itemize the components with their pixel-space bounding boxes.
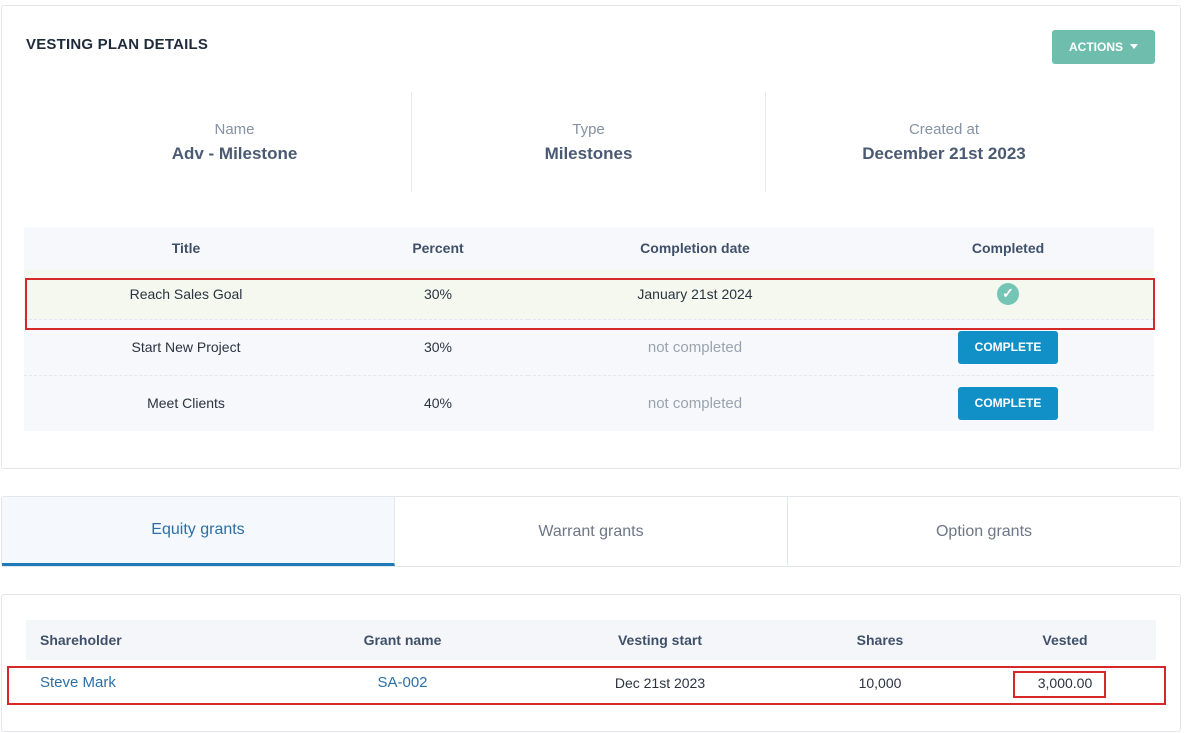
tab-equity-grants[interactable]: Equity grants [2, 497, 395, 566]
milestone-completed: COMPLETE [862, 318, 1154, 375]
table-row: Steve Mark SA-002 Dec 21st 2023 10,000 3… [26, 660, 1156, 705]
grant-name-cell: SA-002 [271, 660, 534, 705]
caret-down-icon [1130, 43, 1138, 49]
grant-name-link[interactable]: SA-002 [377, 674, 428, 691]
tab-option-grants[interactable]: Option grants [935, 522, 1033, 540]
vested-value: 3,000.00 [1037, 674, 1093, 691]
complete-button[interactable]: COMPLETE [958, 386, 1058, 420]
column-header: Percent [412, 240, 464, 256]
info-label: Created at [908, 120, 980, 138]
milestone-completed: ✓ [862, 269, 1154, 319]
milestone-percent: 40% [348, 374, 528, 431]
shareholder-link[interactable]: Steve Mark [40, 674, 116, 691]
actions-label: ACTIONS [1069, 40, 1123, 54]
grants-card: Shareholder Grant name Vesting start Sha… [1, 594, 1181, 732]
info-name: Name Adv - Milestone [58, 92, 412, 192]
milestone-title: Start New Project [24, 318, 348, 375]
grants-table: Shareholder Grant name Vesting start Sha… [26, 620, 1156, 705]
column-header: Vesting start [617, 632, 703, 648]
table-row: Start New Project 30% not completed COMP… [24, 318, 1154, 375]
table-row: Reach Sales Goal 30% January 21st 2024 ✓ [24, 269, 1154, 319]
info-type: Type Milestones [412, 92, 766, 192]
milestone-date: January 21st 2024 [528, 269, 862, 319]
tab-warrant-grants[interactable]: Warrant grants [395, 497, 788, 566]
info-value: Milestones [544, 143, 633, 163]
milestone-title: Meet Clients [24, 374, 348, 431]
column-header: Grant name [363, 632, 442, 648]
milestones-table: Title Percent Completion date Completed … [24, 227, 1154, 431]
column-header: Shareholder [40, 632, 122, 648]
table-header-row: Shareholder Grant name Vesting start Sha… [26, 620, 1156, 660]
column-header: Vested [1042, 632, 1088, 648]
complete-button[interactable]: COMPLETE [958, 330, 1058, 364]
column-header: Shares [856, 632, 904, 648]
info-value: Adv - Milestone [171, 143, 298, 163]
column-header: Completion date [640, 240, 750, 256]
check-circle-icon: ✓ [997, 282, 1019, 305]
column-header: Title [171, 240, 201, 256]
column-header: Completed [971, 240, 1045, 256]
info-label: Type [572, 120, 605, 138]
milestone-percent: 30% [348, 318, 528, 375]
table-row: Meet Clients 40% not completed COMPLETE [24, 374, 1154, 431]
actions-button[interactable]: ACTIONS [1052, 30, 1155, 64]
milestone-date: not completed [528, 374, 862, 431]
milestone-title: Reach Sales Goal [24, 269, 348, 319]
vesting-start: Dec 21st 2023 [614, 674, 706, 691]
grant-tabs: Equity grants Warrant grants Option gran… [1, 496, 1181, 567]
milestone-date: not completed [528, 318, 862, 375]
info-label: Name [214, 120, 255, 138]
card-title: VESTING PLAN DETAILS [26, 36, 209, 53]
plan-info-row: Name Adv - Milestone Type Milestones Cre… [58, 92, 1128, 192]
milestone-completed: COMPLETE [862, 374, 1154, 431]
shareholder-cell: Steve Mark [26, 660, 271, 705]
table-header-row: Title Percent Completion date Completed [24, 227, 1154, 269]
info-value: December 21st 2023 [862, 143, 1026, 163]
milestone-percent: 30% [348, 269, 528, 319]
shares-value: 10,000 [858, 674, 902, 691]
info-created-at: Created at December 21st 2023 [766, 92, 1122, 192]
